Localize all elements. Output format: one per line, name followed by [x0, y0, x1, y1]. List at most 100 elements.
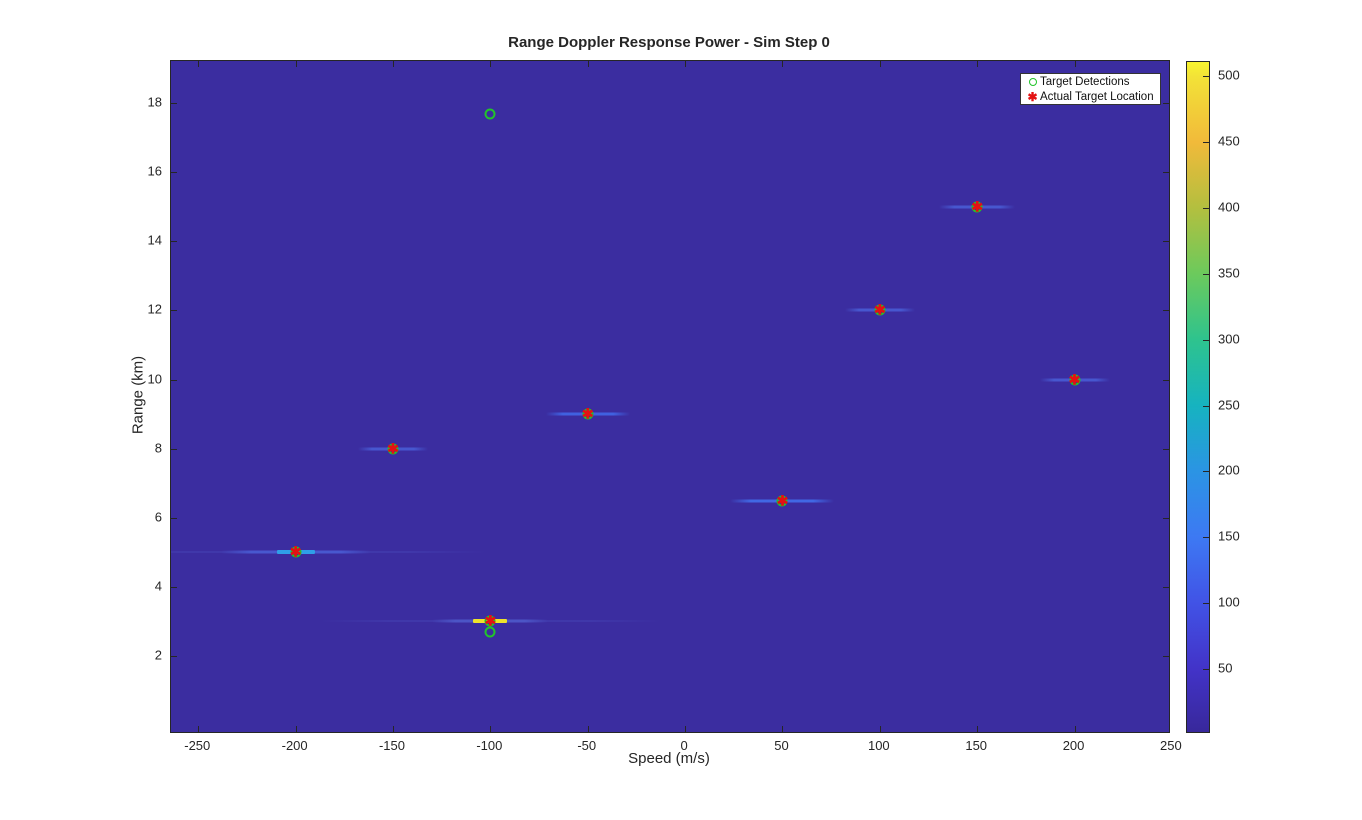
colorbar-tick-mark	[1203, 339, 1209, 341]
x-tick-mark	[879, 61, 881, 67]
colorbar-tick-mark	[1203, 76, 1209, 78]
x-tick-mark	[1074, 726, 1076, 732]
actual-target-marker: ✱	[971, 198, 984, 215]
colorbar-tick-label: 200	[1218, 462, 1240, 478]
colorbar-tick-label: 500	[1218, 67, 1240, 83]
detection-marker	[484, 615, 496, 627]
y-tick-mark	[1163, 310, 1169, 312]
x-tick-label: 150	[965, 738, 988, 753]
y-tick-mark	[1163, 241, 1169, 243]
legend-label: Target Detections	[1040, 75, 1130, 88]
y-tick-mark	[1163, 103, 1169, 105]
y-tick-mark	[1163, 172, 1169, 174]
x-tick-mark	[685, 726, 687, 732]
y-tick-mark	[171, 655, 177, 657]
legend-label: Actual Target Location	[1040, 90, 1154, 103]
x-tick-mark	[782, 726, 784, 732]
y-tick-label: 18	[147, 94, 162, 110]
y-tick-mark	[1163, 448, 1169, 450]
colorbar-tick-label: 450	[1218, 133, 1240, 149]
x-tick-mark	[1074, 61, 1076, 67]
y-tick-mark	[1163, 586, 1169, 588]
colorbar-tick-label: 150	[1218, 528, 1240, 544]
actual-target-marker: ✱	[289, 544, 302, 561]
chart-title: Range Doppler Response Power - Sim Step …	[508, 34, 830, 51]
y-tick-mark	[171, 241, 177, 243]
y-tick-label: 6	[154, 509, 162, 525]
actual-target-marker: ✱	[484, 613, 497, 630]
x-tick-mark	[879, 726, 881, 732]
detection-circle-icon	[1028, 77, 1037, 86]
x-tick-label: -50	[577, 738, 597, 753]
y-tick-label: 4	[154, 578, 162, 594]
legend-entry-detections: Target Detections	[1021, 74, 1160, 89]
colorbar-tick-mark	[1203, 142, 1209, 144]
x-tick-mark	[490, 61, 492, 67]
colorbar-tick-label: 400	[1218, 199, 1240, 215]
x-tick-label: -250	[184, 738, 211, 753]
colorbar-tick-mark	[1203, 668, 1209, 670]
actual-target-marker: ✱	[776, 492, 789, 509]
legend-marker-box: ✱	[1025, 91, 1040, 103]
y-axis-label: Range (km)	[129, 355, 147, 435]
y-tick-mark	[171, 517, 177, 519]
colorbar-tick-mark	[1203, 208, 1209, 210]
y-tick-label: 8	[154, 440, 162, 456]
x-tick-mark	[295, 726, 297, 732]
detection-marker	[582, 408, 594, 420]
x-tick-mark	[392, 726, 394, 732]
detection-marker	[387, 443, 399, 455]
x-tick-mark	[198, 726, 200, 732]
detection-marker	[484, 626, 496, 638]
range-doppler-plot: ✱ ✱ ✱ ✱ ✱ ✱ ✱ ✱	[170, 60, 1170, 733]
x-tick-mark	[295, 61, 297, 67]
colorbar-tick-mark	[1203, 537, 1209, 539]
y-tick-label: 2	[154, 647, 162, 663]
y-tick-mark	[171, 310, 177, 312]
detection-marker	[776, 495, 788, 506]
detection-marker	[874, 304, 886, 316]
colorbar-tick-label: 350	[1218, 265, 1240, 281]
actual-target-marker: ✱	[873, 302, 886, 319]
y-tick-mark	[171, 379, 177, 381]
colorbar-tick-mark	[1203, 405, 1209, 407]
colorbar-tick-label: 100	[1218, 594, 1240, 610]
colorbar-tick-label: 250	[1218, 397, 1240, 413]
colorbar-tick-mark	[1203, 603, 1209, 604]
x-tick-label: 250	[1160, 738, 1182, 753]
detection-marker	[290, 546, 302, 558]
legend: Target Detections ✱ Actual Target Locati…	[1020, 73, 1161, 105]
x-tick-mark	[392, 61, 394, 67]
x-tick-mark	[685, 61, 687, 67]
y-tick-mark	[171, 586, 177, 588]
y-tick-label: 16	[147, 163, 162, 179]
x-tick-mark	[198, 61, 200, 67]
y-tick-mark	[1163, 517, 1169, 519]
y-tick-label: 12	[147, 301, 162, 317]
x-tick-mark	[490, 726, 492, 732]
x-tick-mark	[782, 61, 784, 67]
detection-marker	[484, 108, 496, 120]
y-tick-mark	[171, 103, 177, 105]
x-tick-mark	[977, 61, 979, 67]
x-tick-mark	[977, 726, 979, 732]
detection-marker	[971, 201, 983, 213]
legend-marker-box	[1025, 77, 1040, 86]
legend-entry-actual: ✱ Actual Target Location	[1021, 89, 1160, 104]
colorbar-tick-label: 300	[1218, 331, 1240, 347]
y-tick-label: 10	[147, 371, 162, 387]
x-tick-label: -200	[281, 738, 308, 753]
x-tick-label: 100	[867, 738, 890, 753]
y-tick-label: 14	[147, 232, 162, 248]
colorbar-tick-label: 50	[1218, 660, 1233, 676]
x-axis-label: Speed (m/s)	[628, 750, 710, 767]
y-tick-mark	[171, 172, 177, 174]
y-tick-mark	[1163, 655, 1169, 657]
actual-target-marker: ✱	[387, 440, 399, 457]
target-asterisk-icon: ✱	[1027, 89, 1038, 104]
actual-target-marker: ✱	[1068, 371, 1081, 388]
colorbar-tick-mark	[1203, 273, 1209, 275]
colorbar	[1186, 61, 1210, 733]
x-tick-label: 50	[774, 738, 789, 753]
y-tick-mark	[1163, 379, 1169, 381]
